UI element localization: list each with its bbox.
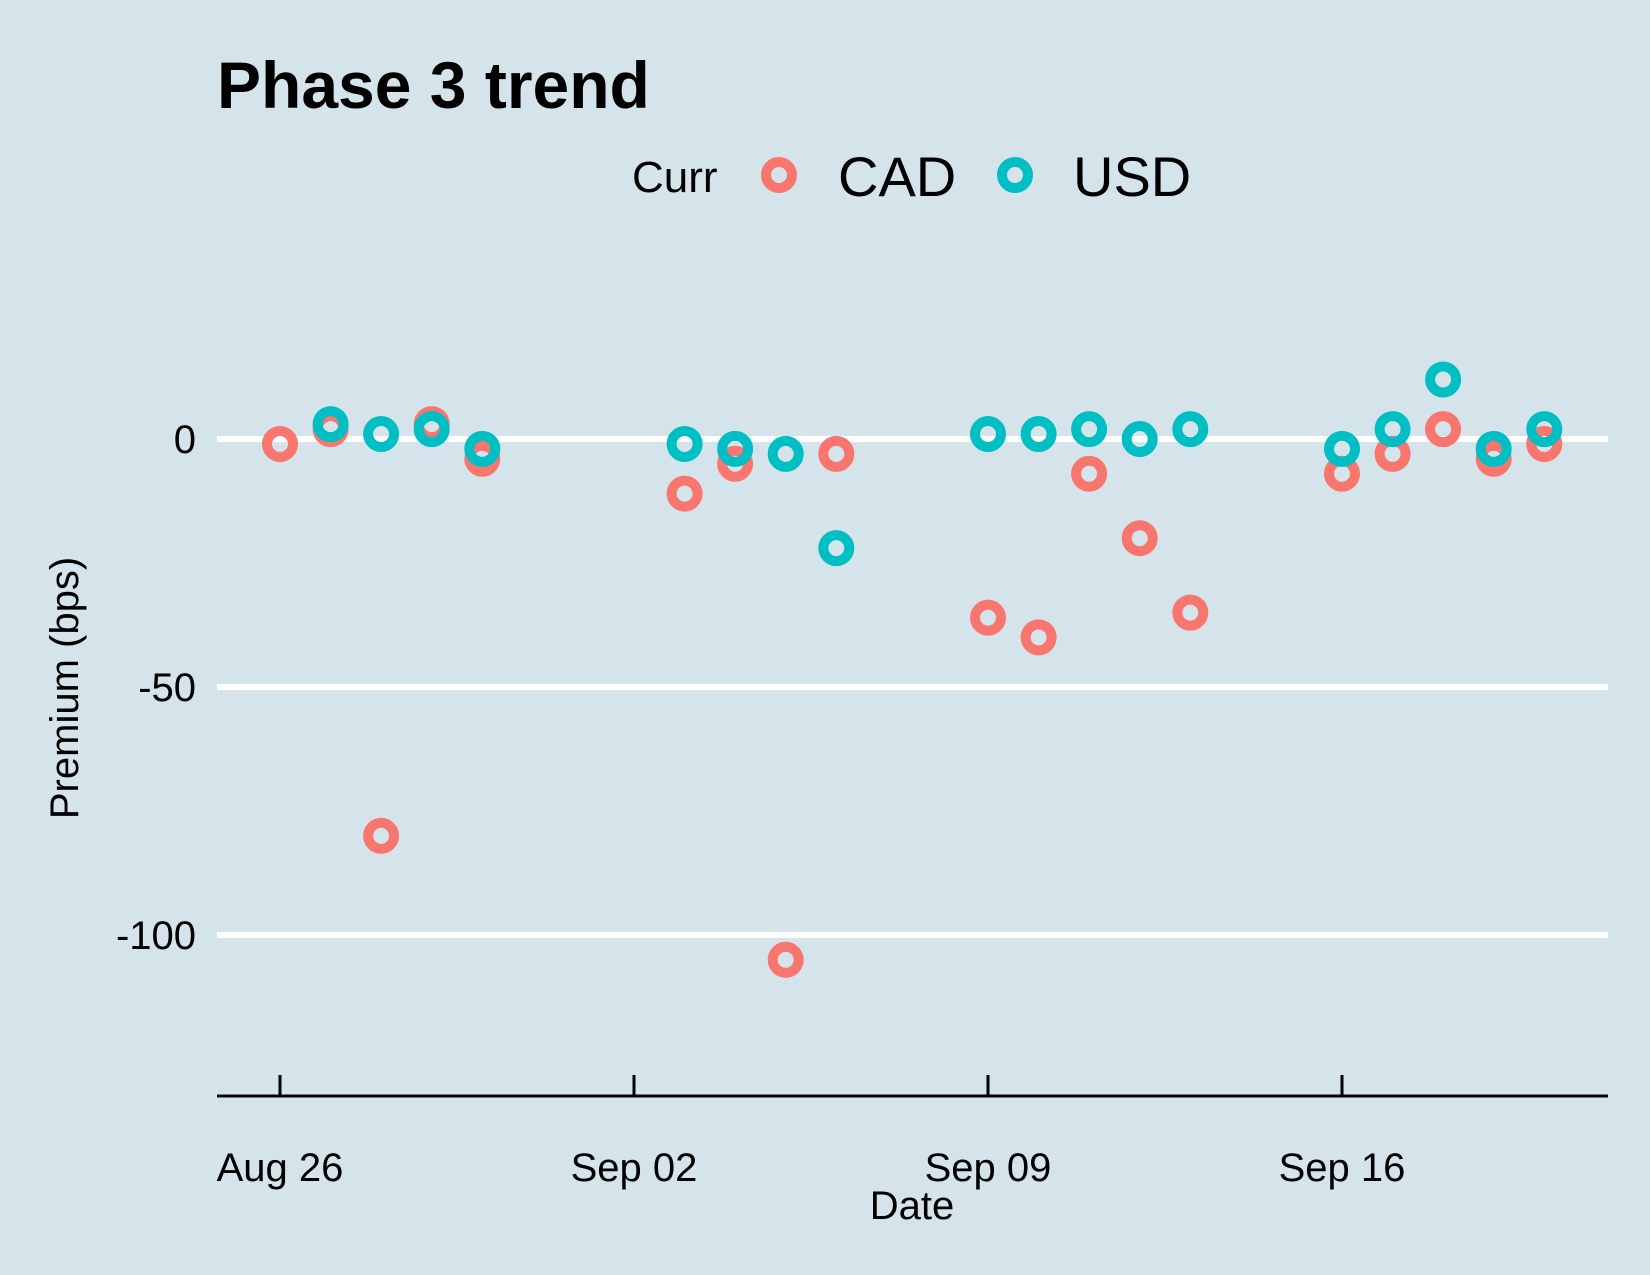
x-axis-ticks: Aug 26 Sep 02 Sep 09 Sep 16 [217,1075,1406,1190]
point-usd-15 [1425,361,1462,398]
x-tick-label: Sep 09 [925,1146,1052,1190]
point-cad-18 [1526,426,1563,462]
legend-key-usd [997,157,1033,193]
data-points [262,361,1563,978]
point-cad-5 [666,475,703,512]
y-axis-ticks: 0 -50 -100 [116,418,196,958]
point-usd-5 [717,430,754,467]
point-usd-16 [1475,430,1512,467]
point-cad-7 [767,941,804,978]
x-tick-label: Sep 16 [1279,1146,1406,1190]
point-usd-12 [1172,411,1209,448]
point-usd-4 [666,426,703,462]
y-tick-label: -100 [116,914,196,958]
point-cad-13 [1172,594,1209,631]
point-usd-17 [1526,411,1563,448]
point-usd-10 [1071,411,1108,448]
y-axis-title: Premium (bps) [43,557,87,819]
point-usd-9 [1020,416,1057,452]
y-tick-label: -50 [138,666,196,710]
point-cad-2 [363,817,400,854]
point-cad-16 [1425,411,1462,448]
point-cad-0 [262,426,298,462]
point-usd-14 [1374,411,1411,448]
point-usd-13 [1324,430,1360,467]
point-cad-12 [1121,520,1158,557]
y-tick-label: 0 [174,418,196,462]
point-cad-11 [1071,455,1108,492]
x-axis-title: Date [870,1184,955,1228]
point-usd-1 [363,416,400,452]
legend-label-cad: CAD [838,145,956,208]
legend: Curr CAD USD [632,145,1191,208]
point-usd-2 [413,411,450,448]
point-usd-8 [970,416,1006,452]
chart-title: Phase 3 trend [217,48,650,122]
gridlines [217,436,1608,938]
point-usd-7 [818,530,855,567]
point-cad-8 [818,435,855,472]
legend-label-usd: USD [1073,145,1191,208]
x-tick-label: Sep 02 [571,1146,698,1190]
point-usd-3 [464,430,501,467]
legend-key-cad [761,157,797,193]
point-cad-6 [717,445,754,482]
x-tick-label: Aug 26 [217,1146,344,1190]
point-cad-10 [1020,619,1057,656]
point-cad-9 [970,599,1006,636]
point-usd-6 [767,435,804,472]
legend-title: Curr [632,153,718,202]
point-usd-0 [312,406,349,443]
point-usd-11 [1121,421,1158,457]
